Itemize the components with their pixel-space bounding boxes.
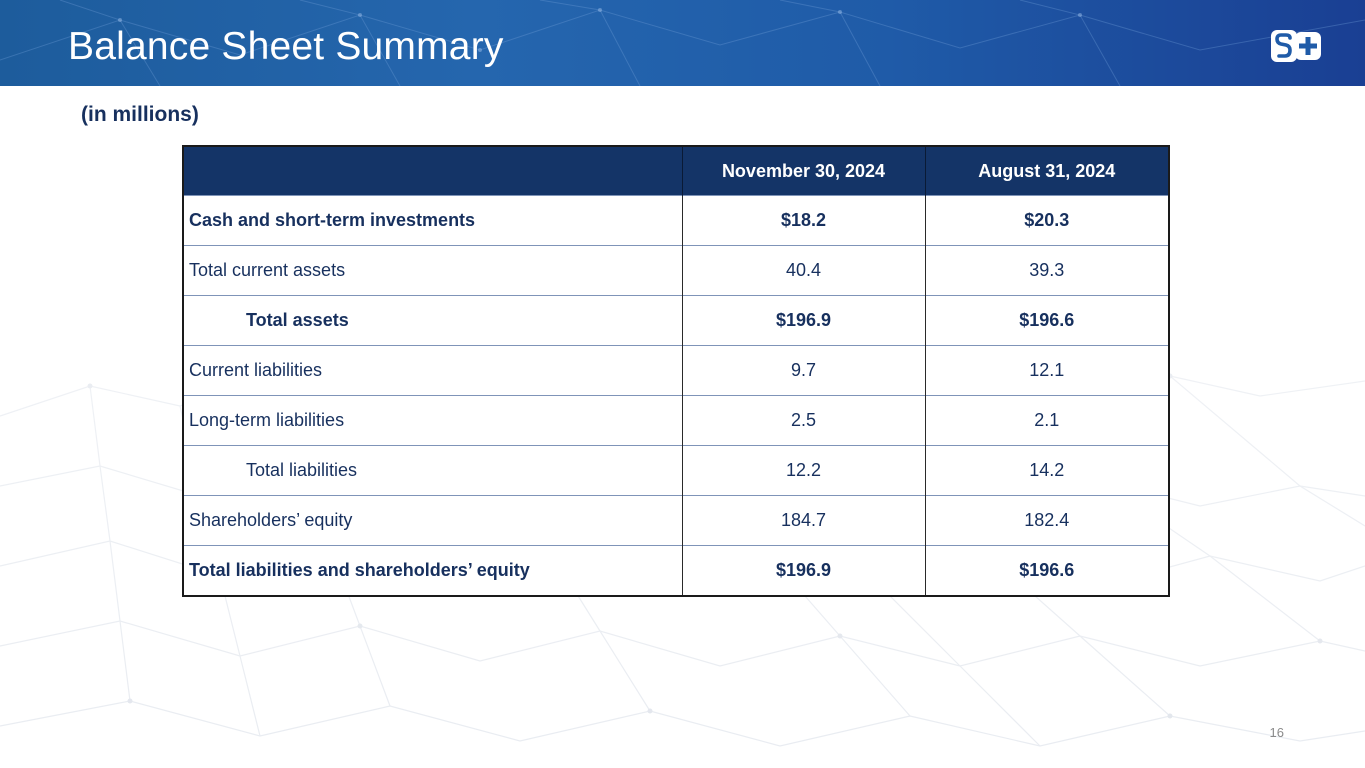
row-label: Total assets [184,295,683,346]
units-subtitle: (in millions) [81,103,199,126]
value-aug: $196.6 [925,545,1168,595]
value-aug: 182.4 [925,495,1168,546]
value-aug: 14.2 [925,445,1168,496]
table-row: Shareholders’ equity 184.7 182.4 [184,495,1168,546]
table-row: Total assets $196.9 $196.6 [184,295,1168,346]
page-title: Balance Sheet Summary [68,25,504,68]
table-row: Total current assets 40.4 39.3 [184,245,1168,296]
row-label: Shareholders’ equity [184,495,683,546]
row-label: Long-term liabilities [184,395,683,446]
table-row: Cash and short-term investments $18.2 $2… [184,195,1168,246]
page-number: 16 [1269,725,1284,740]
table-row: Total liabilities 12.2 14.2 [184,445,1168,496]
table-row: Long-term liabilities 2.5 2.1 [184,395,1168,446]
header-banner: Balance Sheet Summary [0,0,1365,86]
value-aug: 12.1 [925,345,1168,396]
row-label: Total liabilities and shareholders’ equi… [184,545,683,595]
value-aug: 39.3 [925,245,1168,296]
row-label: Total liabilities [184,445,683,496]
value-nov: 40.4 [682,245,926,296]
header-network-pattern [0,0,1365,86]
value-nov: 12.2 [682,445,926,496]
row-label: Current liabilities [184,345,683,396]
balance-sheet-table: November 30, 2024 August 31, 2024 Cash a… [182,145,1170,597]
value-nov: 2.5 [682,395,926,446]
value-nov: 184.7 [682,495,926,546]
table-row: Total liabilities and shareholders’ equi… [184,545,1168,595]
column-header-label [184,147,683,196]
value-nov: 9.7 [682,345,926,396]
table-header-row: November 30, 2024 August 31, 2024 [184,147,1168,196]
row-label: Total current assets [184,245,683,296]
splus-logo-icon [1271,30,1321,62]
row-label: Cash and short-term investments [184,195,683,246]
column-header-nov-2024: November 30, 2024 [682,147,926,196]
value-aug: $196.6 [925,295,1168,346]
value-nov: $196.9 [682,545,926,595]
value-nov: $196.9 [682,295,926,346]
value-aug: $20.3 [925,195,1168,246]
value-nov: $18.2 [682,195,926,246]
column-header-aug-2024: August 31, 2024 [925,147,1168,196]
table-row: Current liabilities 9.7 12.1 [184,345,1168,396]
value-aug: 2.1 [925,395,1168,446]
